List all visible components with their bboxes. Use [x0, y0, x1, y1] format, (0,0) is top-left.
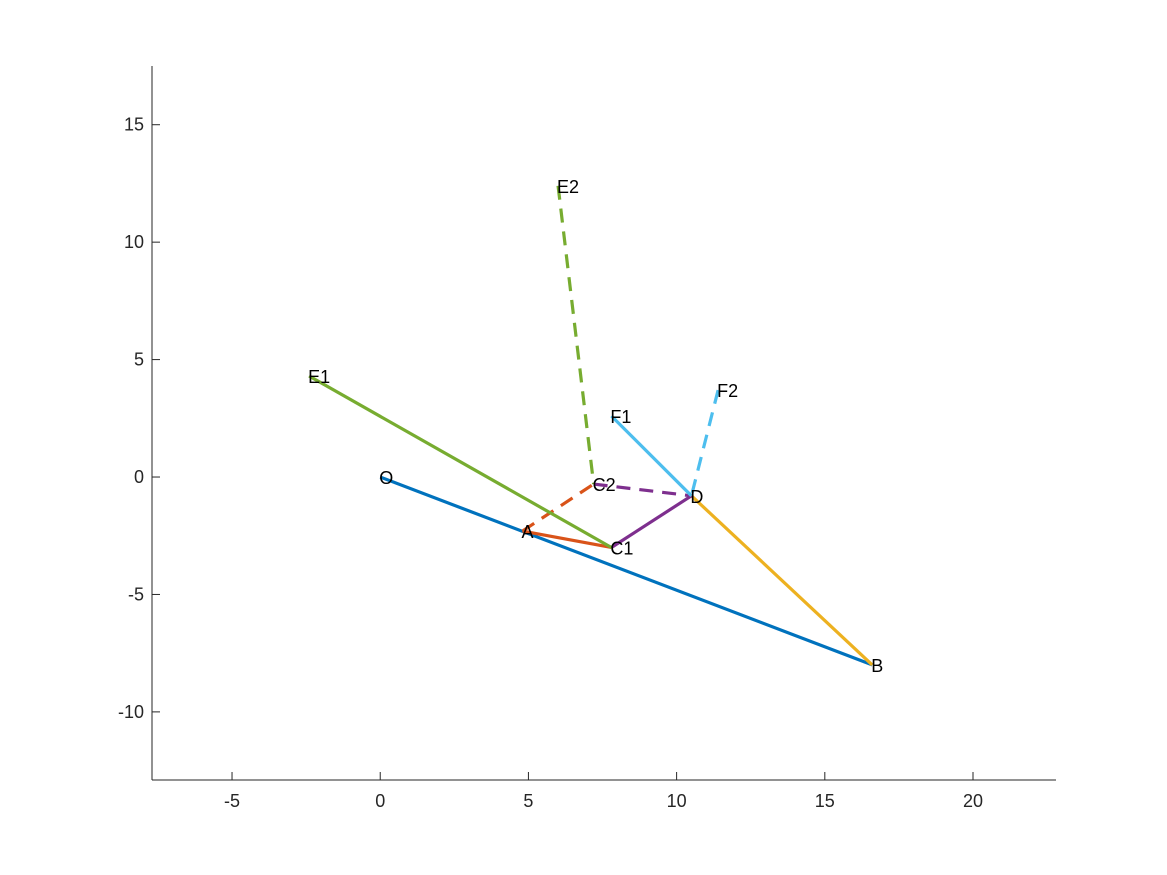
- segment-a-c2-dashed: [521, 482, 595, 533]
- point-labels: O A B C1 C2 D E1 E2 F1 F2: [308, 177, 883, 676]
- y-tick-label: 0: [134, 467, 144, 487]
- x-tick-label: 10: [667, 791, 687, 811]
- x-tick-label: 0: [375, 791, 385, 811]
- point-label-c1: C1: [610, 538, 633, 558]
- point-label-f2: F2: [717, 381, 738, 401]
- point-label-a: A: [521, 522, 533, 542]
- y-tick-label: 5: [134, 350, 144, 370]
- axes: [151, 66, 1056, 781]
- point-label-d: D: [690, 487, 703, 507]
- segment-d-b: [690, 494, 874, 667]
- segment-f1-d: [610, 414, 693, 497]
- segment-o-b: [379, 475, 873, 667]
- segment-e1-c1: [308, 374, 613, 549]
- x-tick-label: 15: [815, 791, 835, 811]
- x-ticks: -5 0 5 10 15 20: [224, 772, 983, 811]
- x-tick-label: -5: [224, 791, 240, 811]
- x-tick-label: 20: [963, 791, 983, 811]
- point-label-f1: F1: [610, 407, 631, 427]
- point-label-e2: E2: [557, 177, 579, 197]
- point-label-b: B: [871, 656, 883, 676]
- y-tick-label: -5: [128, 584, 144, 604]
- segment-f2-d-dashed: [689, 389, 720, 497]
- segment-a-c1: [522, 529, 612, 550]
- point-label-e1: E1: [308, 367, 330, 387]
- y-tick-label: -10: [118, 702, 144, 722]
- point-label-c2: C2: [593, 475, 616, 495]
- y-tick-label: 15: [124, 115, 144, 135]
- segment-e2-c2-dashed: [556, 185, 596, 485]
- x-tick-label: 5: [523, 791, 533, 811]
- y-ticks: -10 -5 0 5 10 15: [118, 115, 160, 722]
- segment-c2-d-dashed: [593, 482, 692, 498]
- point-label-o: O: [379, 468, 393, 488]
- link-segments: [308, 185, 874, 667]
- y-tick-label: 10: [124, 232, 144, 252]
- segment-c1-d: [610, 494, 693, 549]
